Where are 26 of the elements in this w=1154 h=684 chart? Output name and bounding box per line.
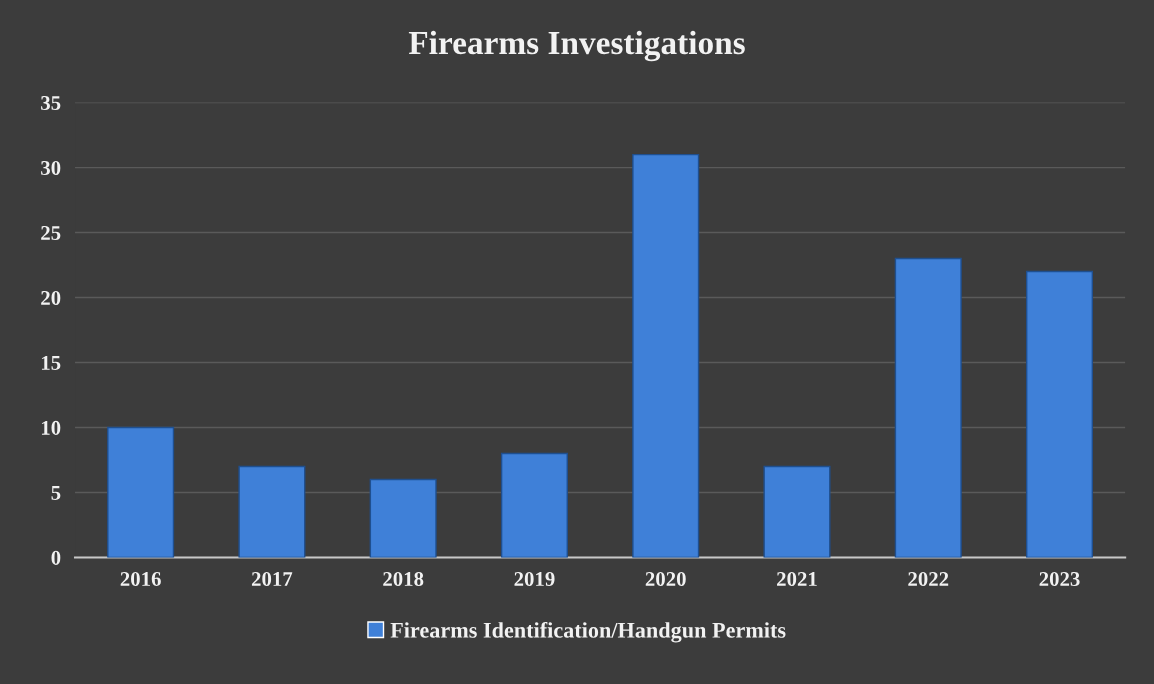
bar [107, 426, 175, 558]
y-tick-label: 10 [41, 420, 61, 435]
y-tick-label: 5 [51, 486, 61, 500]
y-tick-label: 15 [41, 355, 61, 370]
x-tick-label: 2023 [1039, 571, 1080, 587]
y-tick-label: 0 [51, 550, 61, 565]
x-tick-label: 2020 [645, 571, 686, 587]
x-tick-label: 2019 [514, 571, 555, 587]
bar [500, 452, 568, 558]
y-tick-label: 30 [41, 160, 61, 176]
bar [763, 465, 831, 558]
bar [1026, 270, 1094, 558]
bar [369, 478, 437, 558]
x-tick-label: 2016 [120, 571, 161, 587]
x-tick-label: 2018 [383, 571, 424, 587]
legend-label: Firearms Identification/Handgun Permits [390, 621, 786, 643]
bar [238, 465, 306, 558]
chart-title: Firearms Investigations [408, 30, 745, 62]
bar [632, 153, 700, 558]
y-tick-label: 25 [41, 225, 61, 240]
x-tick-label: 2022 [908, 571, 949, 587]
bar [894, 257, 962, 558]
x-tick-label: 2017 [251, 571, 293, 587]
x-tick-label: 2021 [777, 571, 817, 587]
y-tick-label: 35 [41, 96, 61, 111]
y-tick-label: 20 [41, 290, 61, 305]
